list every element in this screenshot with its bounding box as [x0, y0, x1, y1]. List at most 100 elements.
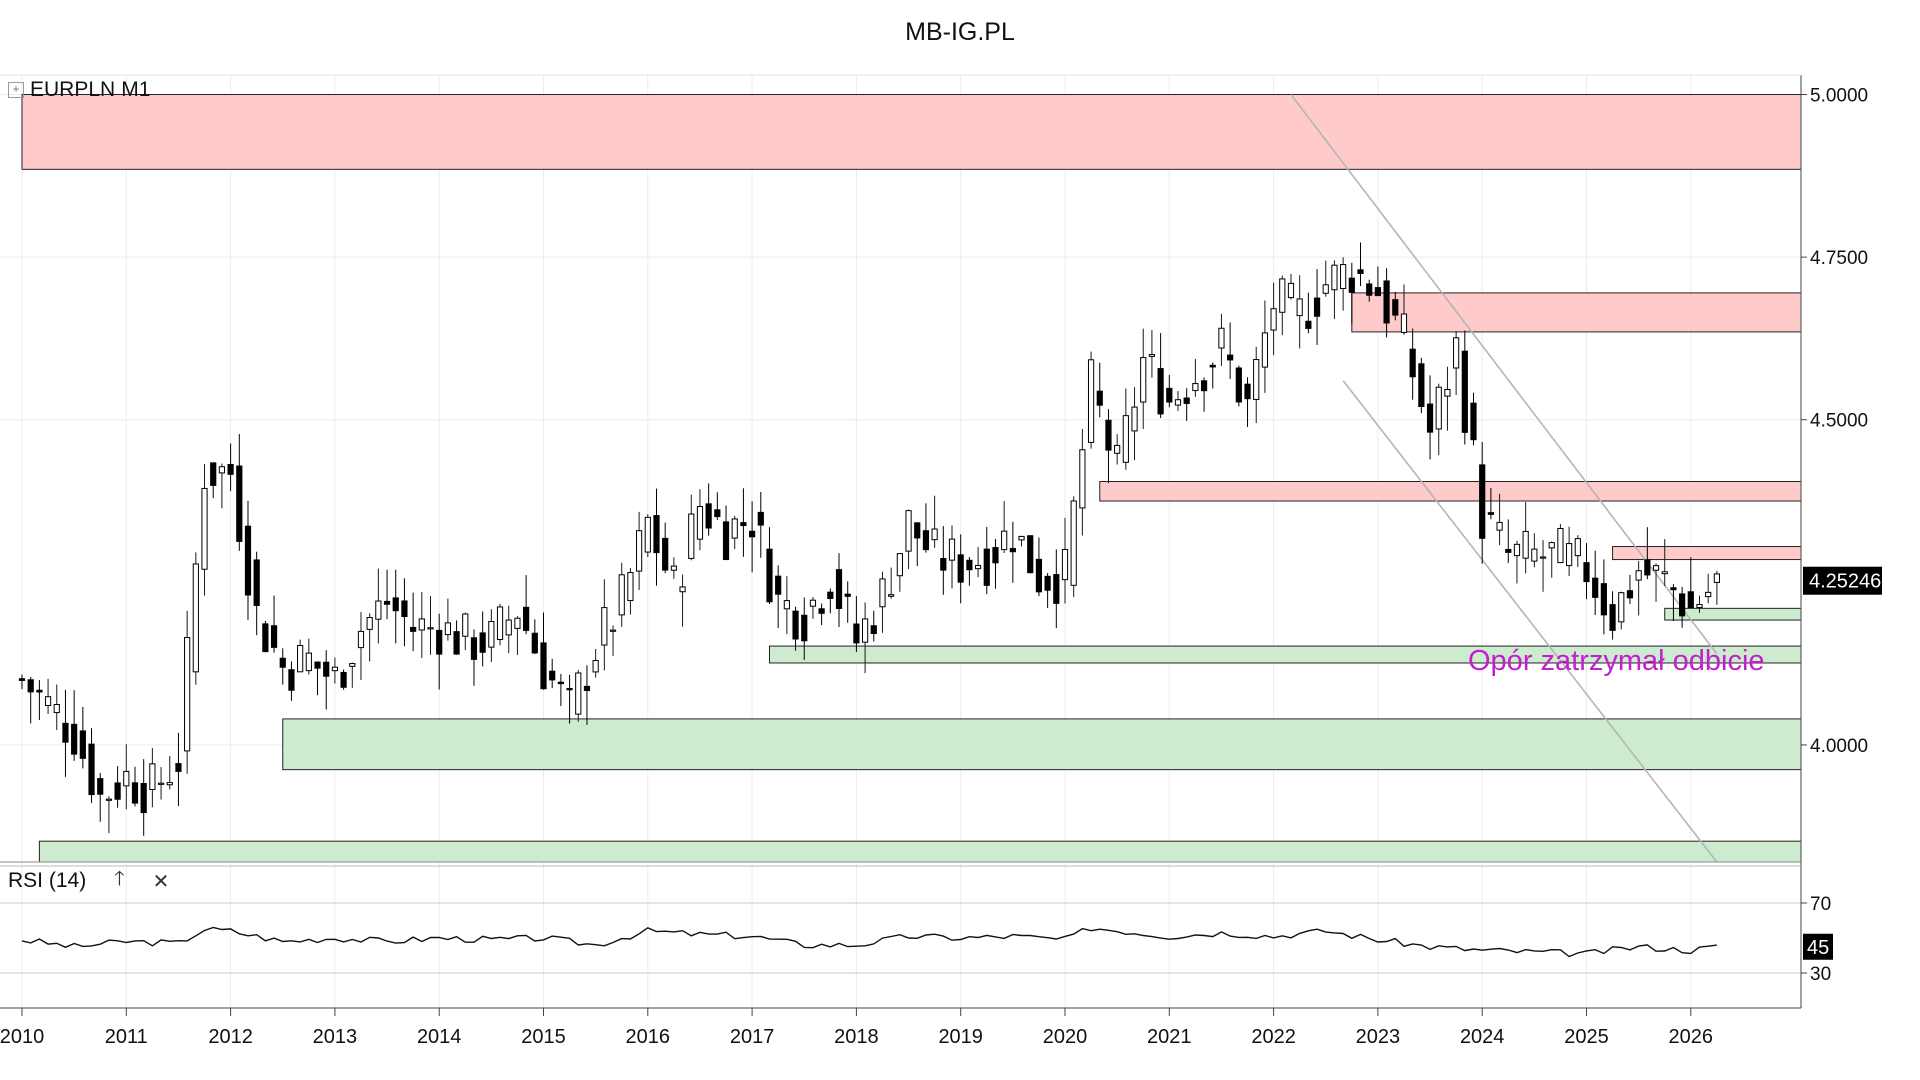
candle-up	[905, 510, 912, 552]
candle-down	[1505, 548, 1512, 553]
candle-up	[1322, 284, 1329, 294]
candle-up	[123, 770, 130, 787]
candle-down	[1244, 383, 1251, 400]
candle-down	[1470, 402, 1477, 441]
resistance-zone	[1099, 481, 1801, 502]
candle-up	[375, 600, 382, 620]
candle-down	[540, 642, 547, 690]
candle-up	[1140, 357, 1147, 403]
candle-up	[644, 516, 651, 553]
grid-lines	[0, 75, 1801, 1008]
candle-up	[427, 627, 434, 630]
candle-down	[566, 687, 573, 691]
candle-down	[1166, 387, 1173, 403]
candle-up	[1287, 282, 1295, 299]
candle-up	[601, 607, 608, 646]
candle-up	[879, 578, 886, 608]
candle-down	[714, 509, 721, 518]
candle-down	[1626, 590, 1634, 599]
candle-down	[1609, 604, 1616, 631]
candle-up	[305, 652, 312, 672]
move-up-icon[interactable]: 🡑	[114, 868, 125, 890]
candle-down	[88, 743, 95, 796]
candle-down	[583, 685, 591, 691]
candle-down	[62, 722, 69, 743]
candle-up	[418, 618, 425, 631]
candle-down	[1357, 269, 1364, 274]
candle-up	[166, 782, 173, 786]
rsi-label: RSI (14)	[8, 869, 87, 892]
candle-down	[1670, 587, 1677, 591]
candle-down	[1200, 380, 1208, 392]
candle-down	[253, 559, 260, 606]
candle-down	[957, 554, 964, 583]
candle-down	[227, 463, 234, 475]
candle-down	[1313, 297, 1321, 317]
candle-down	[792, 610, 799, 640]
candle-up	[948, 538, 956, 561]
rsi-line	[21, 926, 1717, 958]
candle-down	[662, 537, 669, 571]
candle-up	[462, 613, 469, 637]
current-rsi-box	[1803, 933, 1833, 960]
candle-down	[244, 525, 252, 596]
candle-down	[1009, 547, 1016, 553]
candle-down	[653, 515, 660, 554]
candle-down	[1157, 368, 1164, 415]
resistance-zone	[1351, 292, 1801, 333]
candle-up	[149, 763, 156, 791]
candle-up	[1618, 592, 1625, 623]
price-tick-label: 4.7500	[1810, 248, 1868, 269]
candle-up	[1148, 354, 1156, 357]
year-tick-label: 2020	[1043, 1026, 1088, 1048]
candle-down	[749, 530, 756, 538]
candle-up	[357, 630, 365, 649]
candle-down	[801, 614, 808, 642]
collapse-icon[interactable]: +	[8, 82, 24, 98]
candle-down	[818, 608, 825, 614]
candle-up	[1331, 264, 1338, 291]
candle-up	[679, 586, 686, 593]
support-zone	[282, 718, 1801, 771]
candle-up	[1635, 570, 1642, 581]
chart-annotation: Opór zatrzymał odbicie	[1468, 645, 1765, 677]
candle-down	[1644, 559, 1651, 576]
candle-up	[688, 513, 695, 559]
candle-up	[1174, 399, 1182, 406]
symbol-name: EURPLN	[30, 78, 116, 101]
candle-down	[262, 623, 269, 653]
candle-down	[71, 723, 78, 755]
candle-down	[140, 782, 147, 814]
year-tick-label: 2015	[521, 1026, 566, 1048]
candle-down	[1044, 575, 1051, 591]
candle-up	[1574, 538, 1581, 557]
candle-down	[870, 625, 877, 635]
candle-down	[835, 569, 843, 609]
year-tick-label: 2010	[0, 1026, 44, 1048]
candle-up	[444, 622, 451, 636]
candle-down	[340, 671, 347, 688]
year-tick-label: 2013	[313, 1026, 358, 1048]
candle-up	[1018, 535, 1025, 541]
year-tick-label: 2012	[208, 1026, 253, 1048]
rsi-header: RSI (14) 🡑 ✕	[8, 864, 169, 898]
candle-down	[1479, 464, 1486, 539]
close-icon[interactable]: ✕	[152, 870, 170, 893]
year-tick-label: 2024	[1460, 1026, 1505, 1048]
candle-down	[531, 632, 538, 654]
candle-down	[1383, 280, 1390, 324]
candle-up	[297, 645, 304, 673]
candle-up	[157, 782, 165, 785]
candle-up	[931, 528, 938, 541]
candle-down	[1487, 512, 1494, 515]
candle-down	[288, 669, 295, 691]
candle-up	[1566, 543, 1573, 567]
candle-up	[184, 637, 191, 752]
candle-up	[1296, 298, 1303, 317]
year-tick-label: 2019	[938, 1026, 983, 1048]
candle-down	[1687, 591, 1694, 609]
candle-down	[410, 626, 417, 632]
candle-up	[1539, 556, 1547, 559]
candle-down	[436, 629, 443, 655]
